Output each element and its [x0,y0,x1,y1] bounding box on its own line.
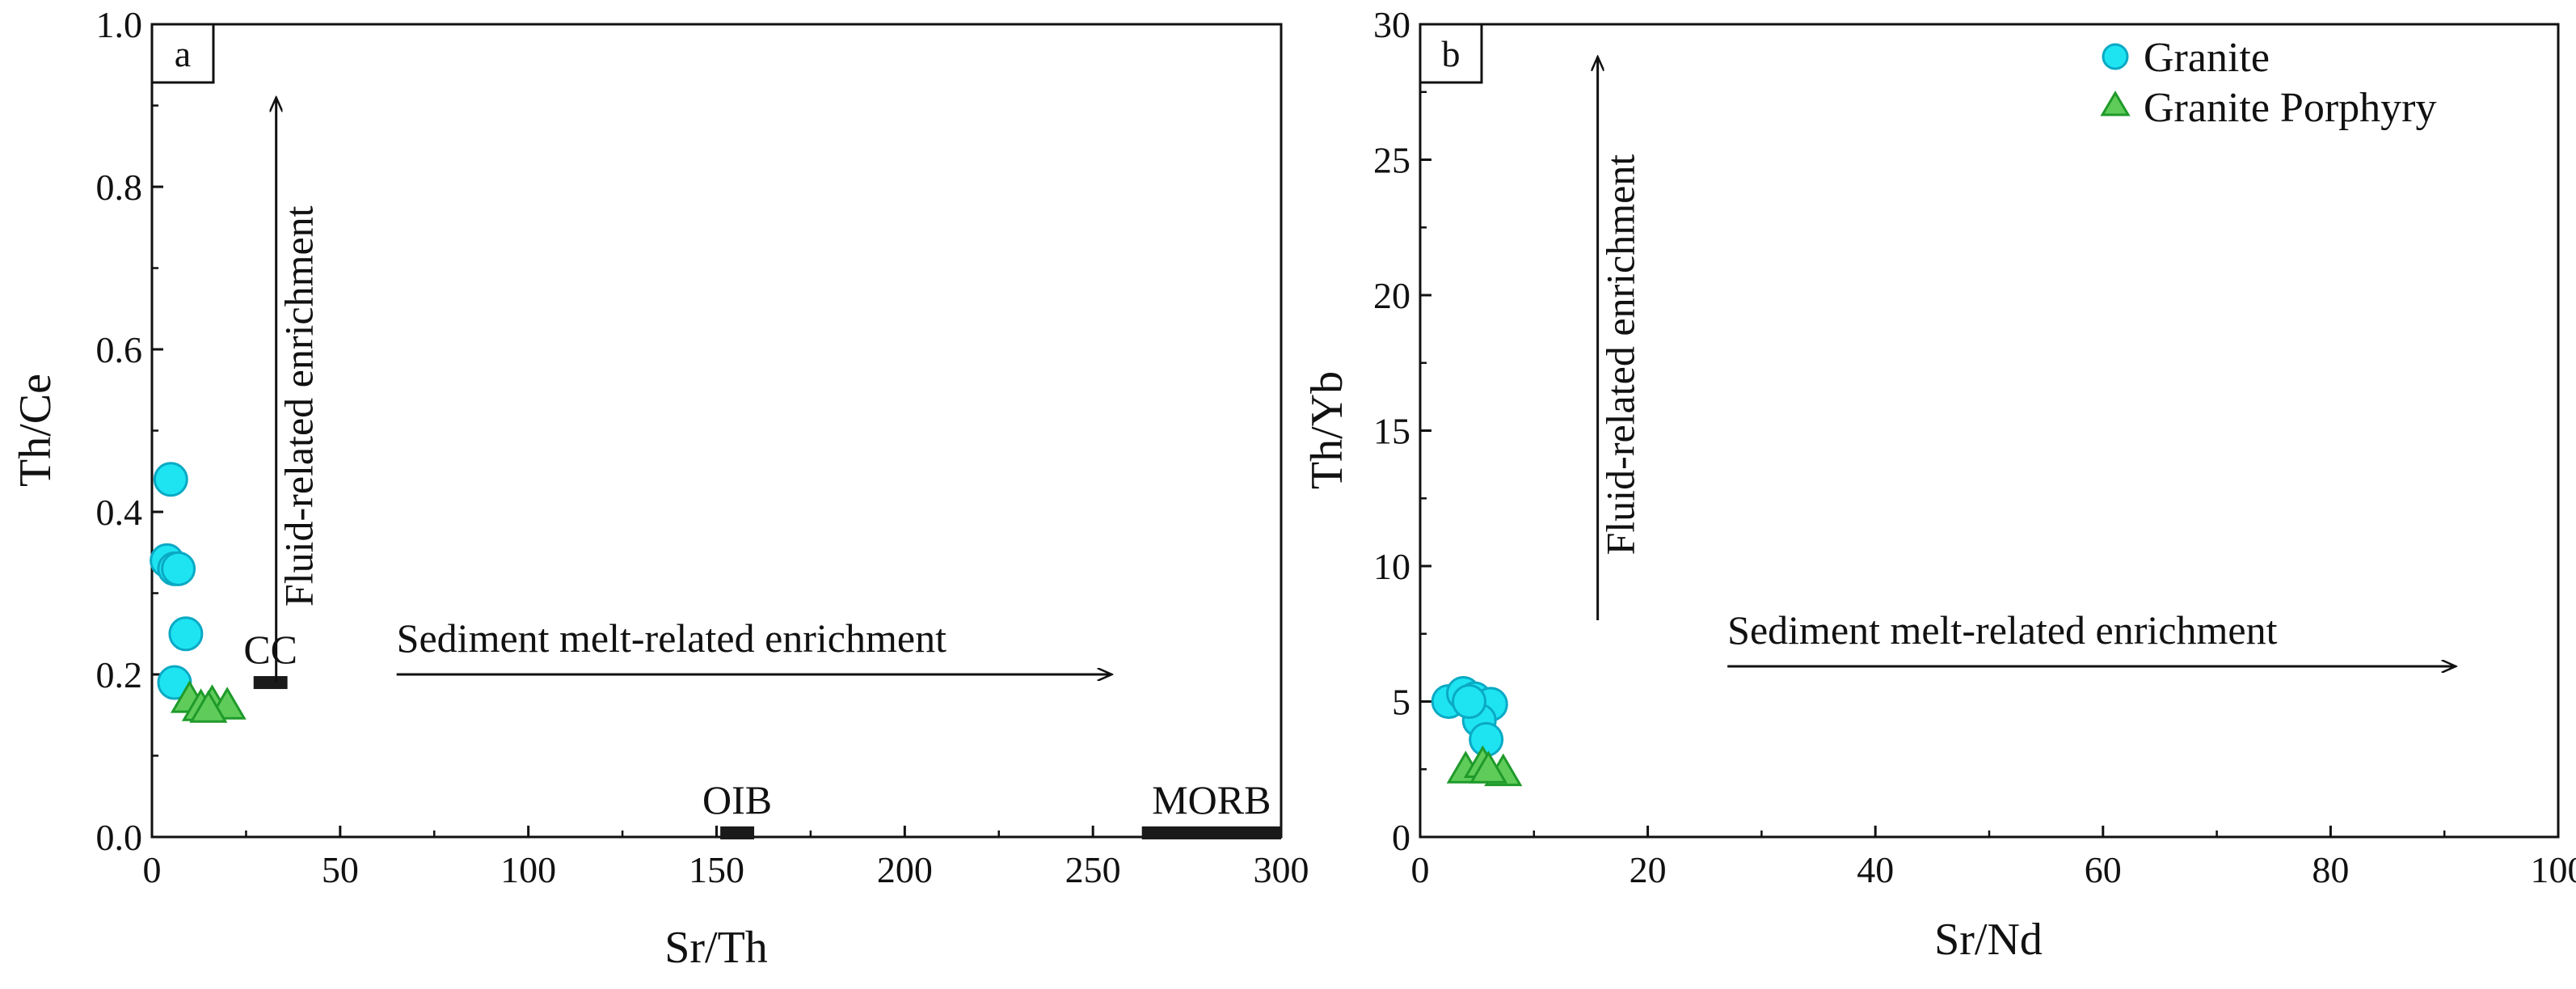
reference-bar [720,826,755,839]
chart-panel-b: b 0 20 40 60 80 100 0 5 10 15 20 25 30 Fluid-related… [1302,4,2576,965]
y-tick-label: 15 [1373,411,1410,452]
x-axis-label: Sr/Th [664,923,768,973]
data-points [150,462,247,723]
granite-point [1452,684,1487,719]
panel-label-box [150,23,215,84]
granite-point [1469,721,1504,757]
x-tick-label: 200 [877,849,933,890]
x-tick-label: 40 [1857,849,1894,890]
granite-point [161,551,196,586]
y-tick-label: 20 [1373,275,1410,316]
y-tick-label: 0.2 [96,654,143,695]
x-tick-label: 250 [1065,849,1121,890]
y-tick-label: 0 [1392,817,1410,858]
panel-label: a [175,33,191,74]
granite-point [153,462,188,497]
y-tick-label: 0.6 [96,329,143,370]
y-axis-label: Th/Ce [11,374,61,487]
x-tick-label: 150 [689,849,744,890]
y-tick-label: 0.0 [96,817,143,858]
reference-bar [1141,826,1281,839]
y-tick-label: 5 [1392,682,1410,723]
y-axis-label: Th/Yb [1302,371,1352,489]
x-axis-label: Sr/Nd [1934,915,2043,965]
plot-frame [1419,23,2560,839]
legend-marker-granite [2102,43,2129,70]
reference-bar [253,676,288,690]
x-tick-label: 50 [322,849,359,890]
reference-label: CC [243,627,297,672]
sediment-enrichment-label: Sediment melt-related enrichment [1727,607,2277,653]
chart-panel-a: a 0 50 100 150 200 250 300 0.0 0.2 0.4 0.6 0.8 1.0 C… [11,4,1309,973]
x-tick-label: 0 [1411,849,1430,890]
x-tick-label: 60 [2085,849,2122,890]
x-tick-label: 100 [2531,849,2576,890]
fluid-enrichment-label: Fluid-related enrichment [276,205,322,607]
x-tick-label: 300 [1254,849,1309,890]
y-tick-label: 10 [1373,546,1410,587]
fluid-enrichment-label: Fluid-related enrichment [1598,154,1643,556]
panel-label: b [1442,33,1461,74]
legend-label-granite-porphyry: Granite Porphyry [2144,85,2436,131]
y-tick-label: 0.8 [96,167,143,208]
reference-bars: CC OIB MORB [243,627,1281,839]
axes-ticks: 0 50 100 150 200 250 300 0.0 0.2 0.4 0.6 0.8 1.0 [96,4,1309,890]
axes-ticks: 0 20 40 60 80 100 0 5 10 15 20 25 30 [1373,4,2576,890]
x-tick-label: 100 [500,849,556,890]
legend-label-granite: Granite [2144,35,2270,81]
granite-porphyry-point [189,690,228,723]
data-points [1431,675,1523,787]
y-tick-label: 25 [1373,140,1410,181]
y-tick-label: 0.4 [96,492,143,533]
reference-label: OIB [702,777,772,822]
panel-label-box [1419,23,1483,84]
legend-marker-granite-porphyry [2100,91,2131,116]
reference-label: MORB [1152,777,1271,822]
annotations: Fluid-related enrichment Sediment melt-re… [1598,57,2456,666]
x-tick-label: 20 [1629,849,1667,890]
annotations: Fluid-related enrichment Sediment melt-re… [276,97,1112,683]
legend: Granite Granite Porphyry [2100,35,2436,131]
y-tick-label: 30 [1373,4,1410,45]
x-tick-label: 0 [143,849,162,890]
y-tick-label: 1.0 [96,4,143,45]
x-tick-label: 80 [2312,849,2349,890]
granite-porphyry-point [1469,750,1508,784]
sediment-enrichment-label: Sediment melt-related enrichment [397,615,947,661]
granite-point [168,616,204,652]
